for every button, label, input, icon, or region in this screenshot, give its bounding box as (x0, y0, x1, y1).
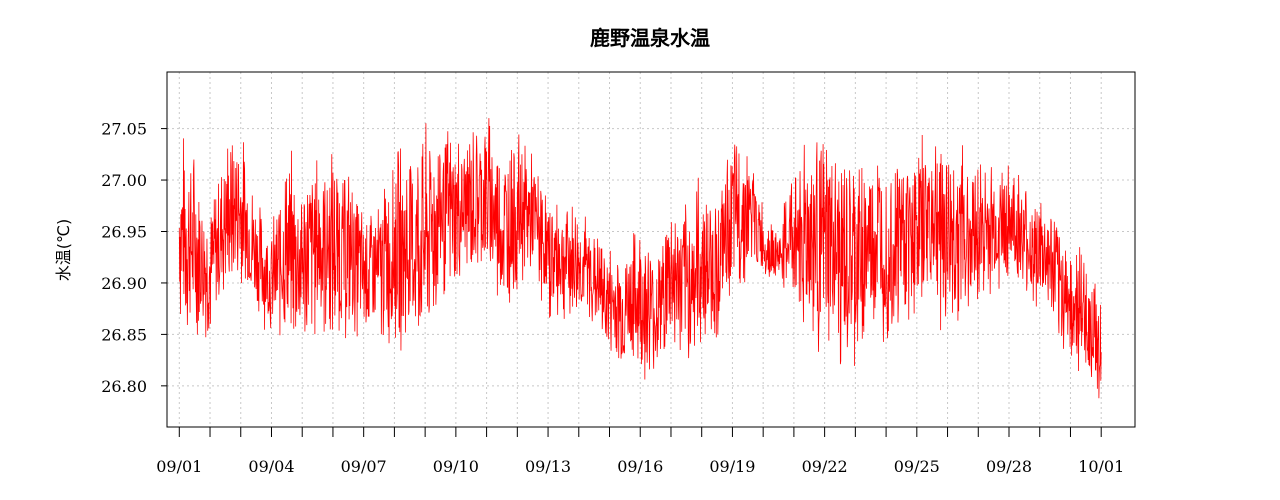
x-tick-label: 09/10 (433, 457, 479, 476)
plot-frame (166, 71, 1136, 428)
x-tick-label: 09/25 (894, 457, 940, 476)
x-tick-label: 09/07 (341, 457, 387, 476)
series-layer (178, 118, 1102, 399)
y-axis-ticks: 26.80 26.85 26.90 26.95 27.00 27.05 (101, 120, 167, 396)
y-tick-label: 27.00 (101, 171, 147, 190)
x-tick-label: 09/13 (525, 457, 571, 476)
y-tick-label: 26.85 (101, 325, 147, 344)
y-tick-label: 26.80 (101, 377, 147, 396)
x-axis-ticks: 09/01 09/04 09/07 09/10 09/13 09/16 09/19 09/22… (156, 427, 1124, 476)
x-tick-label: 09/28 (986, 457, 1032, 476)
chart-title: 鹿野温泉水温 (590, 26, 710, 50)
series-line (178, 118, 1102, 399)
y-tick-label: 26.90 (101, 274, 147, 293)
x-tick-label: 09/01 (156, 457, 202, 476)
y-tick-label: 26.95 (101, 222, 147, 241)
x-tick-label: 09/04 (248, 457, 294, 476)
y-tick-label: 27.05 (101, 120, 147, 139)
x-tick-label: 09/19 (709, 457, 755, 476)
x-tick-label: 09/16 (617, 457, 663, 476)
x-tick-label: 09/22 (802, 457, 848, 476)
x-tick-label: 10/01 (1078, 457, 1124, 476)
